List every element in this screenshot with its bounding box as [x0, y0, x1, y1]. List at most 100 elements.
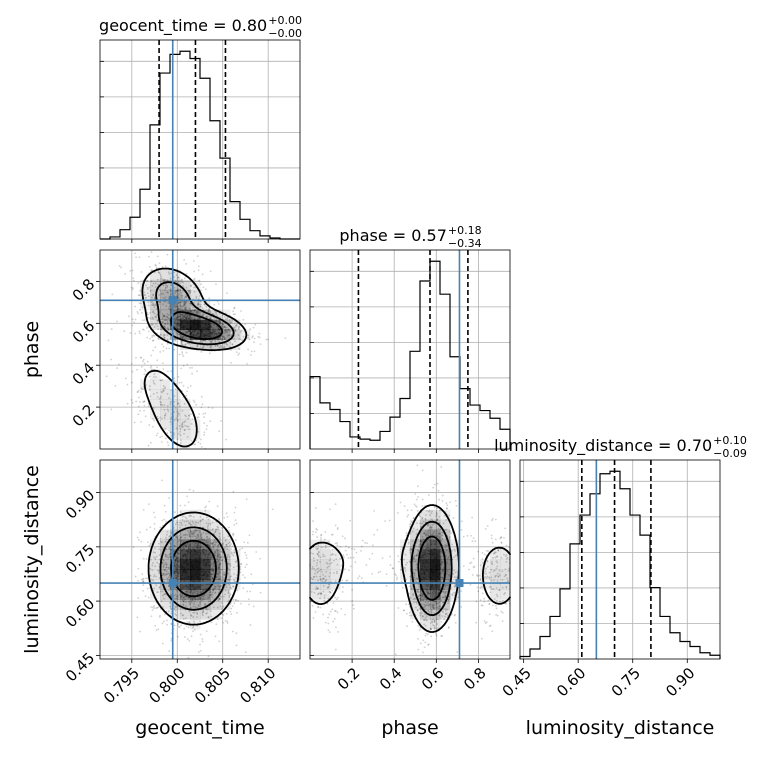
sample-point [421, 498, 424, 501]
sample-point [385, 573, 388, 576]
sample-point [162, 368, 165, 370]
sample-point [177, 622, 180, 625]
sample-point [190, 423, 193, 425]
sample-point [238, 326, 241, 329]
sample-point [162, 321, 164, 323]
sample-point [188, 428, 190, 431]
sample-point [192, 489, 195, 492]
sample-point [314, 611, 317, 613]
sample-point [159, 351, 162, 353]
sample-point [184, 504, 186, 507]
sample-point [489, 624, 492, 627]
sample-point [405, 612, 408, 615]
sample-point [441, 494, 444, 497]
sample-point [140, 311, 143, 314]
sample-point [154, 315, 157, 318]
sample-point [344, 537, 346, 540]
sample-point [178, 308, 181, 311]
sample-point [167, 327, 170, 330]
sample-point [139, 290, 141, 292]
sample-point [224, 619, 227, 622]
sample-point [139, 409, 142, 412]
sample-point [140, 388, 143, 391]
sample-point [450, 532, 452, 535]
sample-point [259, 591, 262, 594]
sample-point [336, 611, 339, 614]
sample-point [111, 293, 114, 296]
sample-point [145, 528, 148, 531]
sample-point [131, 269, 134, 272]
sample-point [137, 282, 140, 285]
title-equals: = [388, 226, 412, 245]
sample-point [148, 265, 151, 268]
density-cell [170, 519, 181, 531]
sample-point [235, 351, 238, 354]
sample-point [116, 320, 119, 323]
sample-point [143, 400, 146, 403]
sample-point [203, 433, 205, 436]
sample-point [166, 286, 169, 288]
sample-point [251, 336, 254, 339]
sample-point [481, 592, 484, 595]
sample-point [148, 375, 151, 378]
sample-point [181, 423, 184, 426]
sample-point [196, 255, 199, 258]
sample-point [246, 590, 249, 593]
sample-point [168, 497, 171, 499]
sample-point [183, 304, 186, 307]
density-cell [200, 549, 211, 560]
sample-point [173, 405, 176, 407]
sample-point [477, 590, 480, 593]
sample-point [177, 333, 180, 336]
sample-point [222, 621, 225, 624]
sample-point [490, 537, 493, 540]
sample-point [140, 420, 143, 423]
sample-point [158, 616, 161, 618]
sample-point [225, 612, 228, 615]
sample-point [405, 532, 408, 534]
sample-point [454, 621, 457, 624]
sample-point [250, 573, 253, 576]
sample-point [181, 307, 183, 310]
sample-point [176, 305, 178, 308]
sample-point [183, 421, 186, 424]
panel-frame [519, 459, 721, 660]
sample-point [140, 578, 143, 581]
sample-point [352, 604, 355, 606]
sample-point [245, 498, 248, 501]
sample-point [235, 324, 238, 327]
density-cell [180, 569, 191, 580]
sample-point [183, 627, 186, 630]
panel-phase-vs-luminosity_distance [309, 459, 511, 660]
sample-point [208, 307, 211, 310]
sample-point [168, 273, 171, 275]
sample-point [153, 607, 155, 610]
sample-point [175, 331, 178, 334]
sample-point [214, 345, 217, 347]
sample-point [197, 302, 200, 305]
sample-point [234, 329, 237, 332]
sample-point [352, 556, 355, 559]
sample-point [146, 577, 149, 580]
sample-point [155, 323, 157, 326]
sample-point [201, 403, 204, 406]
sample-point [180, 335, 183, 338]
sample-point [232, 598, 235, 601]
sample-point [201, 314, 204, 317]
density-cell [170, 409, 181, 420]
sample-point [148, 544, 151, 547]
sample-point [162, 345, 165, 348]
sample-point [142, 358, 145, 361]
sample-point [126, 383, 129, 386]
sample-point [223, 338, 226, 341]
sample-point [198, 279, 201, 282]
sample-point [183, 429, 186, 432]
sample-point [180, 279, 183, 282]
sample-point [190, 439, 193, 442]
sample-point [155, 304, 157, 307]
sample-point [344, 613, 347, 616]
sample-point [144, 294, 147, 296]
sample-point [128, 315, 130, 318]
sample-point [221, 613, 224, 616]
sample-point [187, 330, 190, 333]
